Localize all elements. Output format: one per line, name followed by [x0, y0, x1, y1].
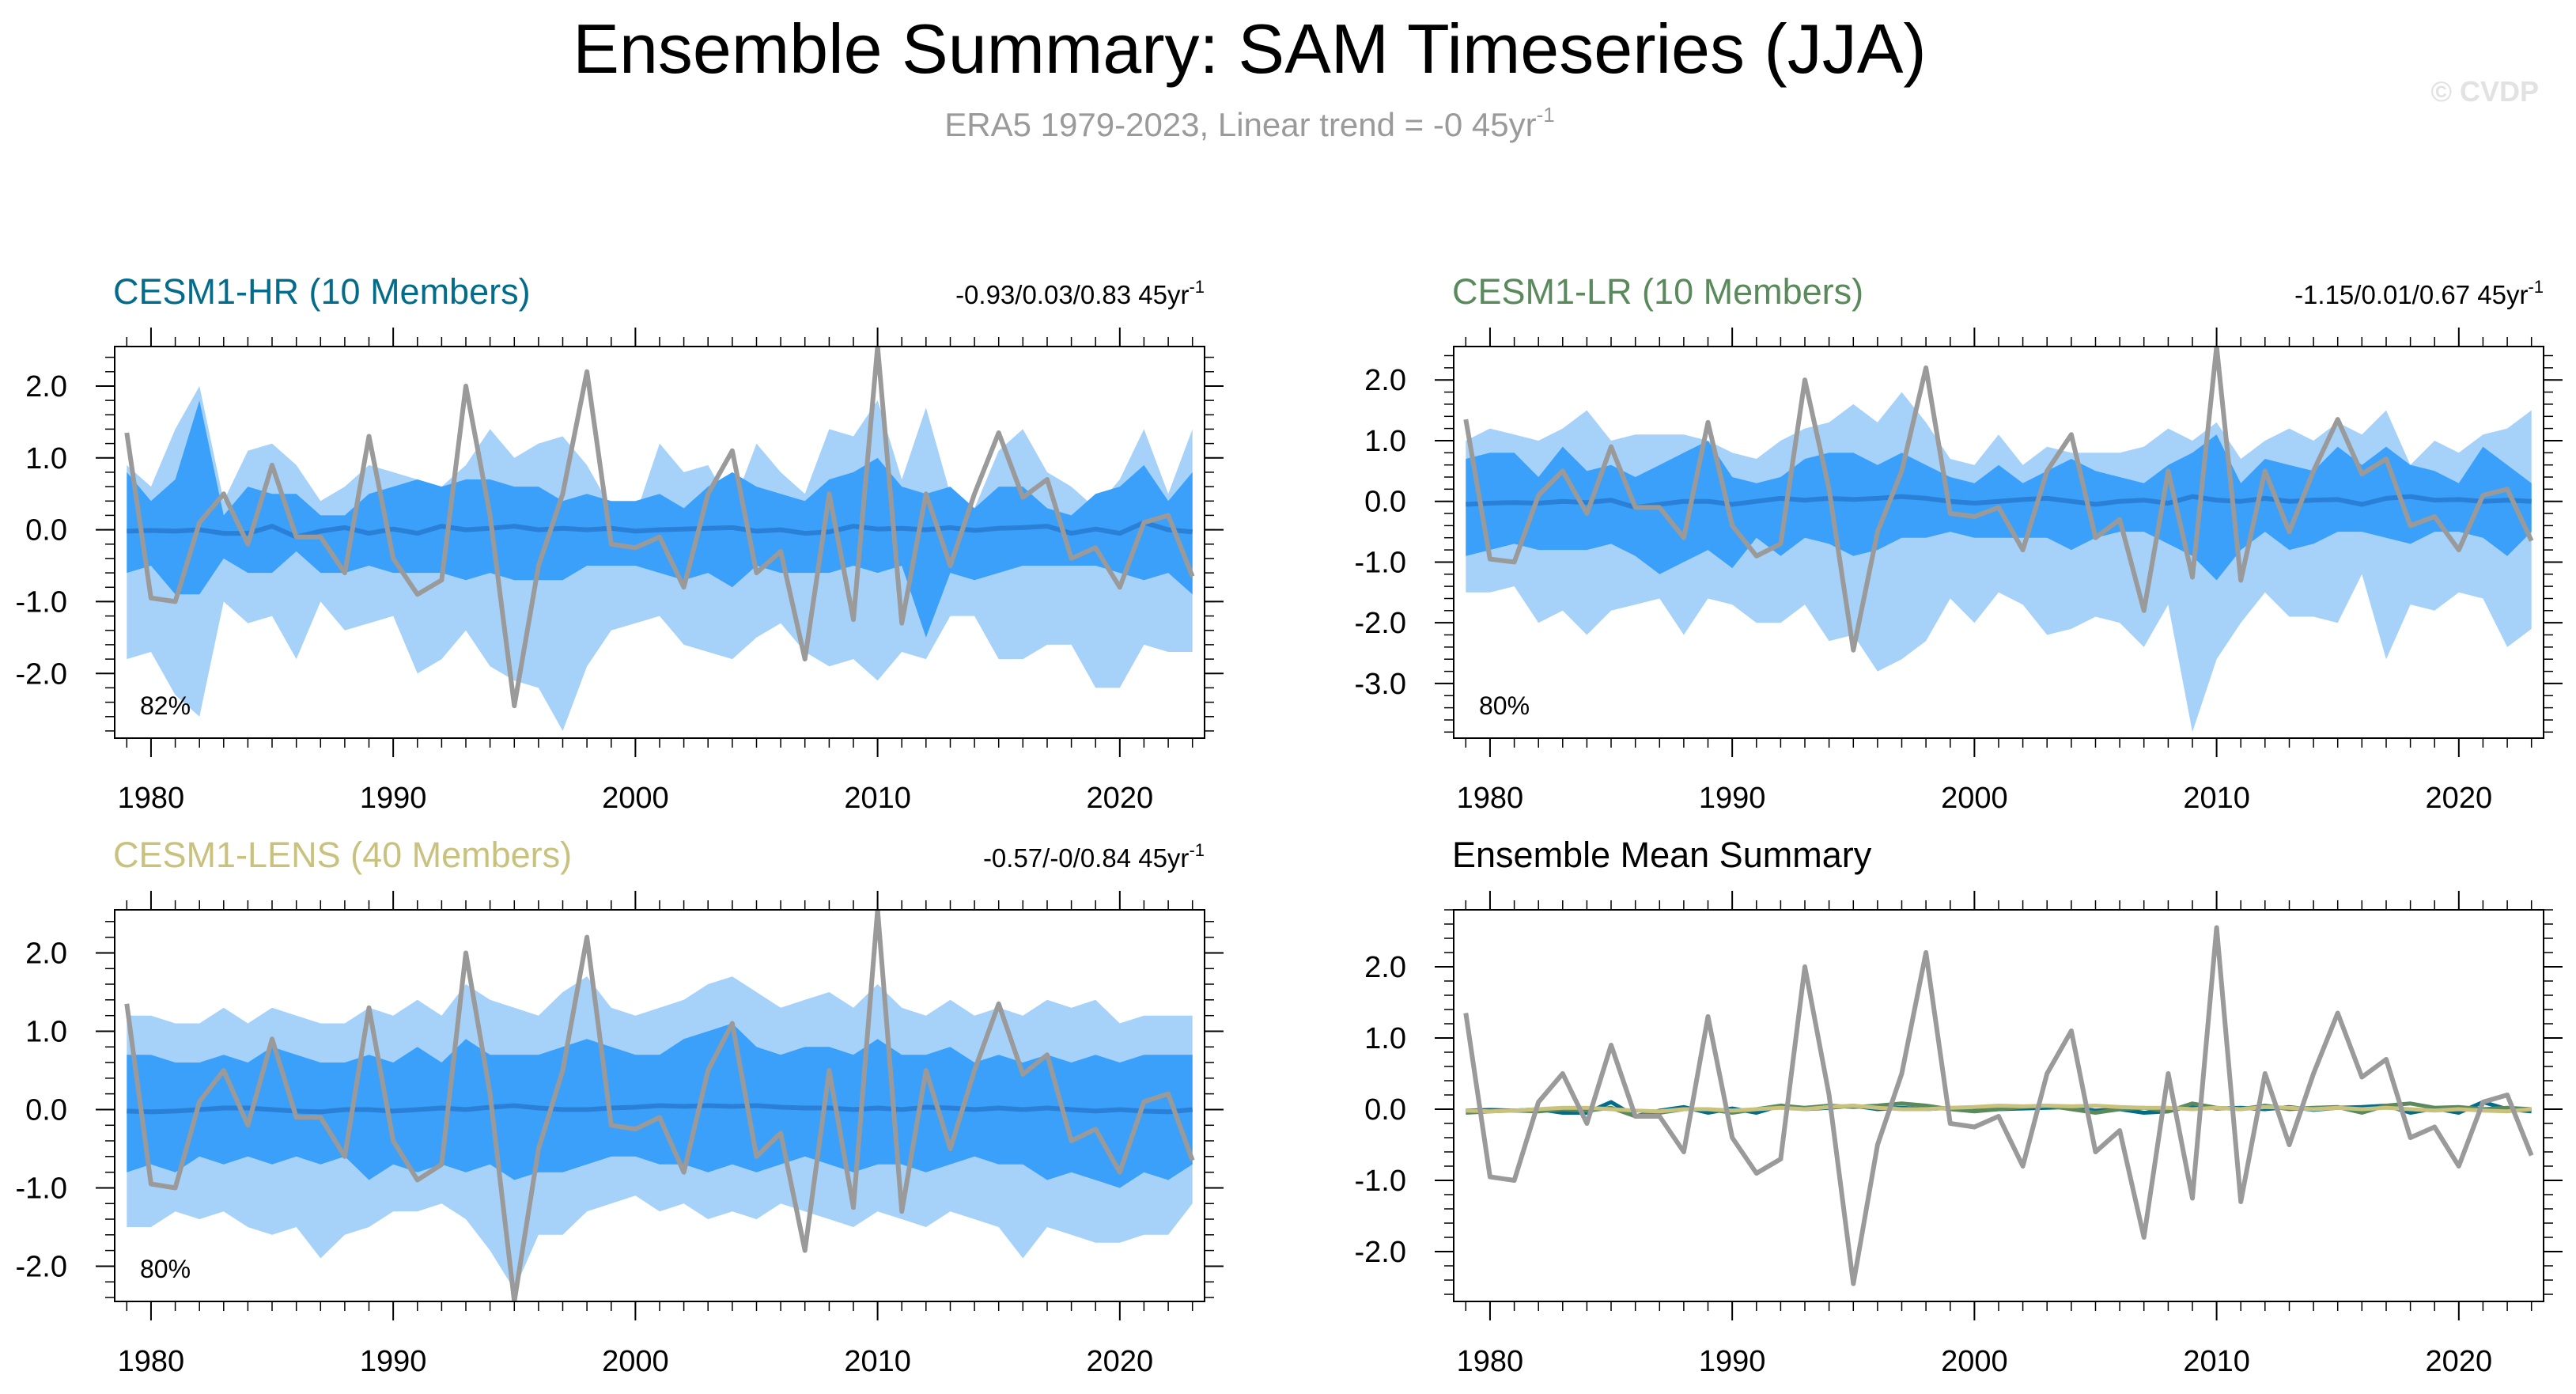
plot-area	[1463, 347, 2534, 733]
figure-subtitle: ERA5 1979-2023, Linear trend = -0 45yr-1	[944, 103, 1554, 143]
x-tick-label: 1990	[360, 782, 427, 815]
trend-unit-sup: -1	[1189, 277, 1205, 297]
x-tick-label: 1980	[1457, 1345, 1524, 1378]
outer-percentile-band	[1466, 392, 2532, 733]
x-tick-label: 1990	[1699, 1345, 1766, 1378]
y-tick-label: 2.0	[25, 370, 67, 403]
plot-area	[1463, 925, 2534, 1286]
y-tick-label: -2.0	[16, 657, 67, 691]
x-tick-label: 2020	[1087, 782, 1154, 815]
x-tick-label: 1980	[118, 1345, 185, 1378]
era5-obs-line	[1463, 925, 2534, 1286]
trend-label: -0.57/-0/0.84 45yr-1	[983, 840, 1205, 873]
y-tick-label: -2.0	[1355, 607, 1406, 640]
y-tick-label: -1.0	[16, 1172, 67, 1205]
x-tick-label: 2000	[602, 1345, 669, 1378]
trend-label: -0.93/0.03/0.83 45yr-1	[955, 277, 1205, 309]
percent-within-label: 82%	[140, 691, 191, 720]
era5-obs-line	[124, 910, 1195, 1301]
y-tick-label: 0.0	[25, 514, 67, 547]
x-tick-label: 1990	[360, 1345, 427, 1378]
trend-label: -1.15/0.01/0.67 45yr-1	[2294, 277, 2544, 309]
percent-within-label: 80%	[140, 1255, 191, 1283]
era5-obs-line	[1463, 347, 2534, 653]
y-tick-label: 0.0	[25, 1093, 67, 1127]
y-tick-label: 2.0	[25, 937, 67, 970]
panel-1: 2.0 1.0 0.0 -1.0 -2.0 1980 1990 2000 2010 2020 CES…	[16, 271, 1224, 815]
y-tick-label: -1.0	[1355, 1165, 1406, 1198]
inner-percentile-band	[127, 400, 1193, 638]
panel-title: Ensemble Mean Summary	[1452, 835, 1872, 875]
trend-value: -1.15/0.01/0.67 45yr	[2294, 280, 2528, 309]
x-tick-label: 2010	[2183, 1345, 2250, 1378]
x-tick-label: 2010	[844, 782, 911, 815]
y-tick-label: -2.0	[1355, 1236, 1406, 1269]
ensemble-mean-line	[127, 1103, 1193, 1115]
panel-3: 2.0 1.0 0.0 -1.0 -2.0 1980 1990 2000 2010 2020 CES…	[16, 835, 1224, 1378]
x-tick-label: 1980	[118, 782, 185, 815]
panel-2: 2.0 1.0 0.0 -1.0 -2.0 -3.0 1980 1990 2000 2010 202…	[1355, 271, 2563, 815]
x-tick-label: 2000	[602, 782, 669, 815]
y-tick-label: -3.0	[1355, 668, 1406, 701]
figure-title: Ensemble Summary: SAM Timeseries (JJA)	[573, 9, 1927, 88]
trend-value: -0.57/-0/0.84 45yr	[983, 843, 1190, 873]
y-tick-label: 1.0	[1364, 1022, 1406, 1055]
trend-value: -0.93/0.03/0.83 45yr	[955, 280, 1189, 309]
percent-within-label: 80%	[1479, 691, 1530, 720]
y-tick-label: 0.0	[1364, 486, 1406, 519]
x-tick-label: 2010	[2183, 782, 2250, 815]
x-tick-label: 2000	[1941, 1345, 2008, 1378]
figure-subtitle-sup: -1	[1537, 103, 1555, 127]
y-tick-label: 0.0	[1364, 1093, 1406, 1127]
y-tick-label: -1.0	[16, 585, 67, 619]
y-tick-label: -1.0	[1355, 546, 1406, 579]
x-tick-label: 2020	[1087, 1345, 1154, 1378]
plot-area	[124, 910, 1195, 1301]
figure-subtitle-main: ERA5 1979-2023, Linear trend = -0 45yr	[944, 106, 1536, 143]
panel-title: CESM1-LR (10 Members)	[1452, 271, 1863, 312]
y-tick-label: 1.0	[1364, 425, 1406, 458]
panel-title: CESM1-HR (10 Members)	[113, 271, 531, 312]
era5-obs-line	[124, 347, 1195, 709]
x-tick-label: 1980	[1457, 782, 1524, 815]
y-tick-label: -2.0	[16, 1250, 67, 1283]
x-tick-label: 1990	[1699, 782, 1766, 815]
x-tick-label: 2020	[2426, 1345, 2493, 1378]
x-tick-label: 2020	[2426, 782, 2493, 815]
panel-title: CESM1-LENS (40 Members)	[113, 835, 572, 875]
y-tick-label: 1.0	[25, 442, 67, 475]
y-tick-label: 2.0	[1364, 364, 1406, 397]
cvdp-watermark: © CVDP	[2430, 75, 2539, 108]
plot-area	[124, 347, 1195, 731]
panel-4: 2.0 1.0 0.0 -1.0 -2.0 1980 1990 2000 2010 2020 Ens…	[1355, 835, 2563, 1378]
ensemble-mean-line-cesm1-lens	[1466, 1104, 2532, 1114]
x-tick-label: 2010	[844, 1345, 911, 1378]
x-tick-label: 2000	[1941, 782, 2008, 815]
y-tick-label: 1.0	[25, 1015, 67, 1048]
trend-unit-sup: -1	[1189, 840, 1205, 860]
y-tick-label: 2.0	[1364, 951, 1406, 984]
panels-container: 2.0 1.0 0.0 -1.0 -2.0 1980 1990 2000 2010 2020 CES…	[16, 271, 2563, 1378]
trend-unit-sup: -1	[2528, 277, 2544, 297]
